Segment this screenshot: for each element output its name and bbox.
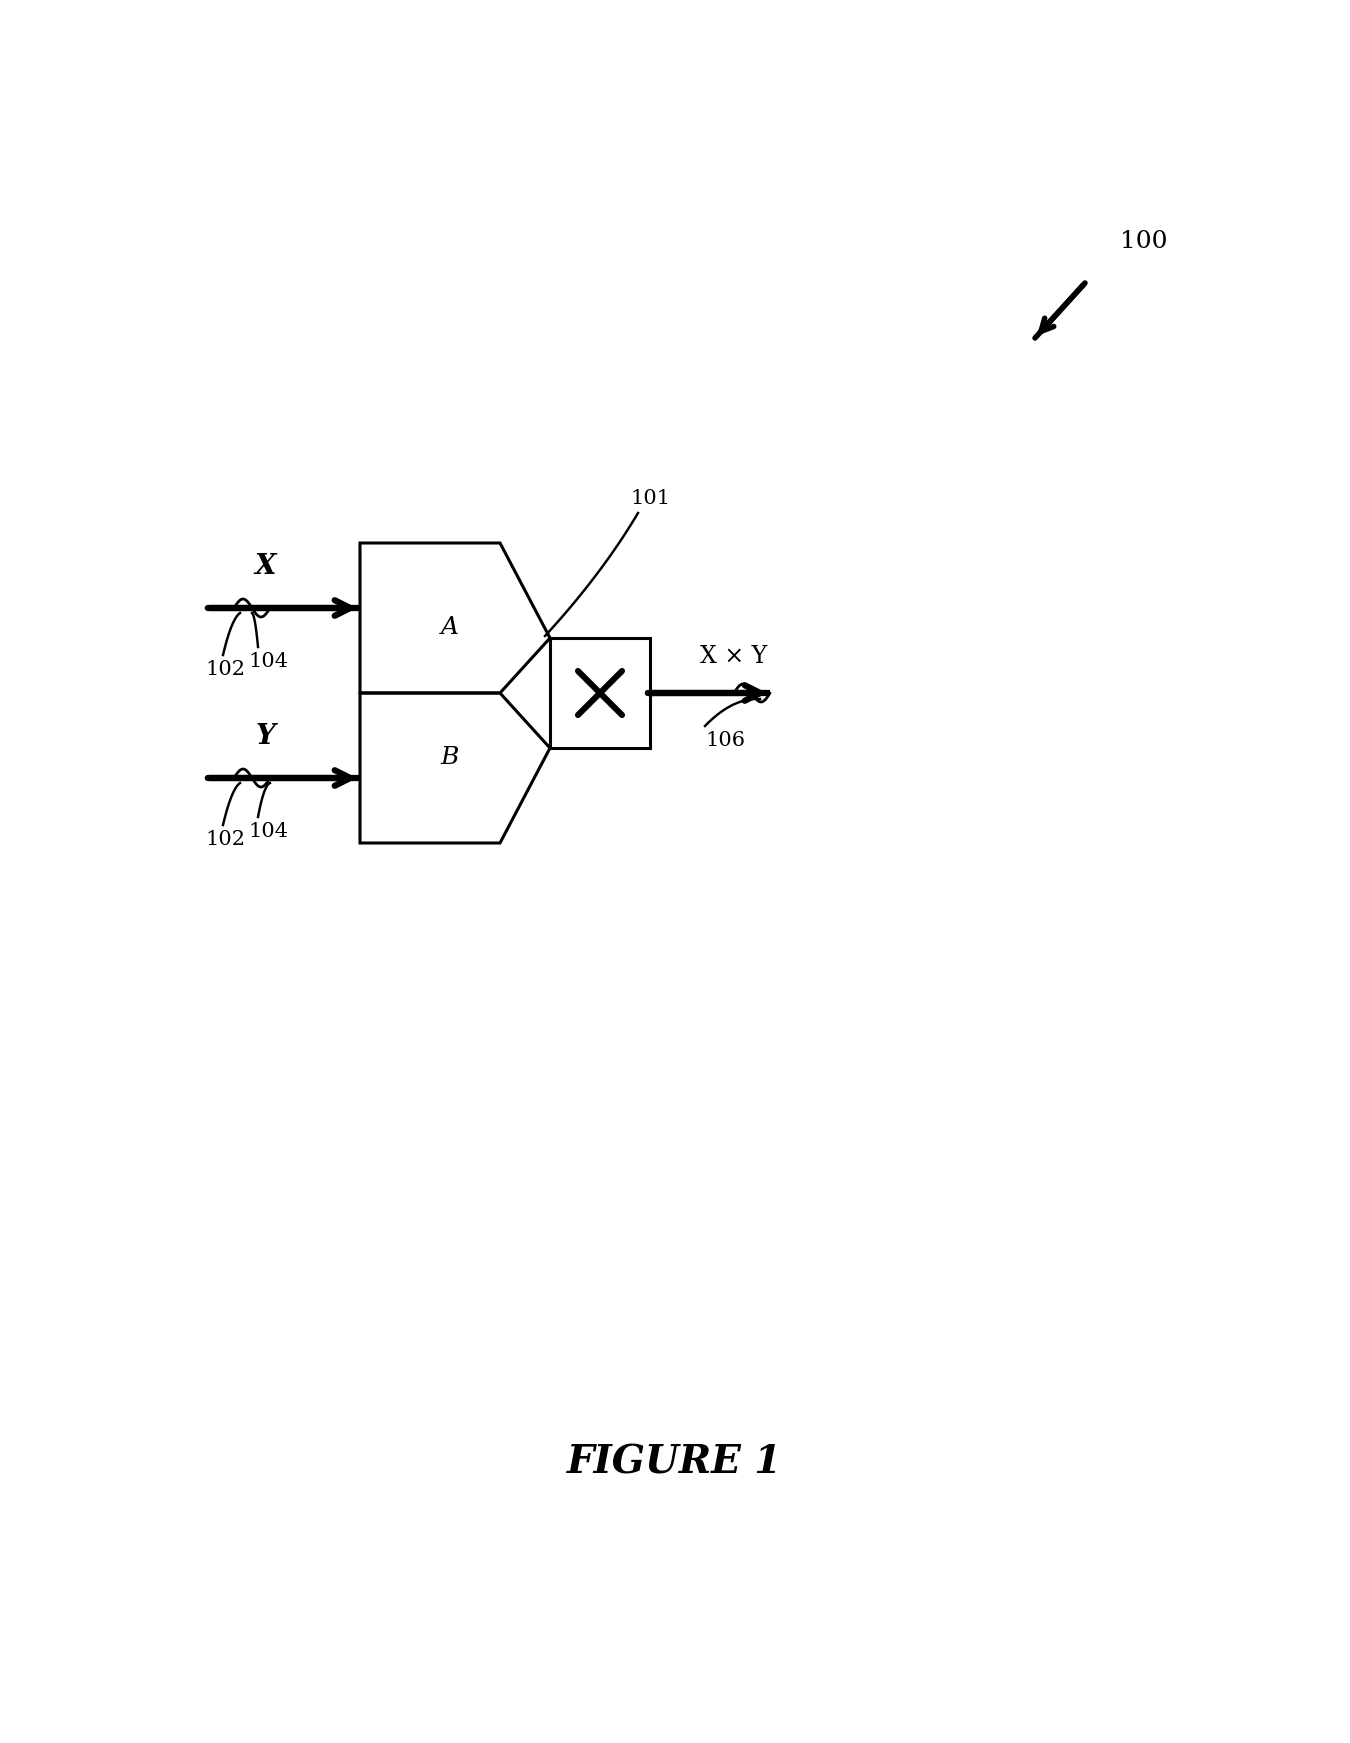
Text: Y: Y: [255, 723, 275, 749]
Text: 106: 106: [705, 730, 745, 749]
Text: 102: 102: [205, 661, 244, 680]
Text: B: B: [441, 746, 459, 769]
Text: 104: 104: [248, 823, 288, 842]
Text: 102: 102: [205, 830, 244, 849]
Text: FIGURE 1: FIGURE 1: [567, 1443, 783, 1482]
Text: 101: 101: [630, 490, 670, 507]
Text: A: A: [441, 617, 459, 640]
Text: X: X: [254, 553, 275, 580]
Text: 104: 104: [248, 652, 288, 671]
Text: X × Y: X × Y: [701, 645, 767, 668]
Text: 100: 100: [1120, 230, 1168, 253]
